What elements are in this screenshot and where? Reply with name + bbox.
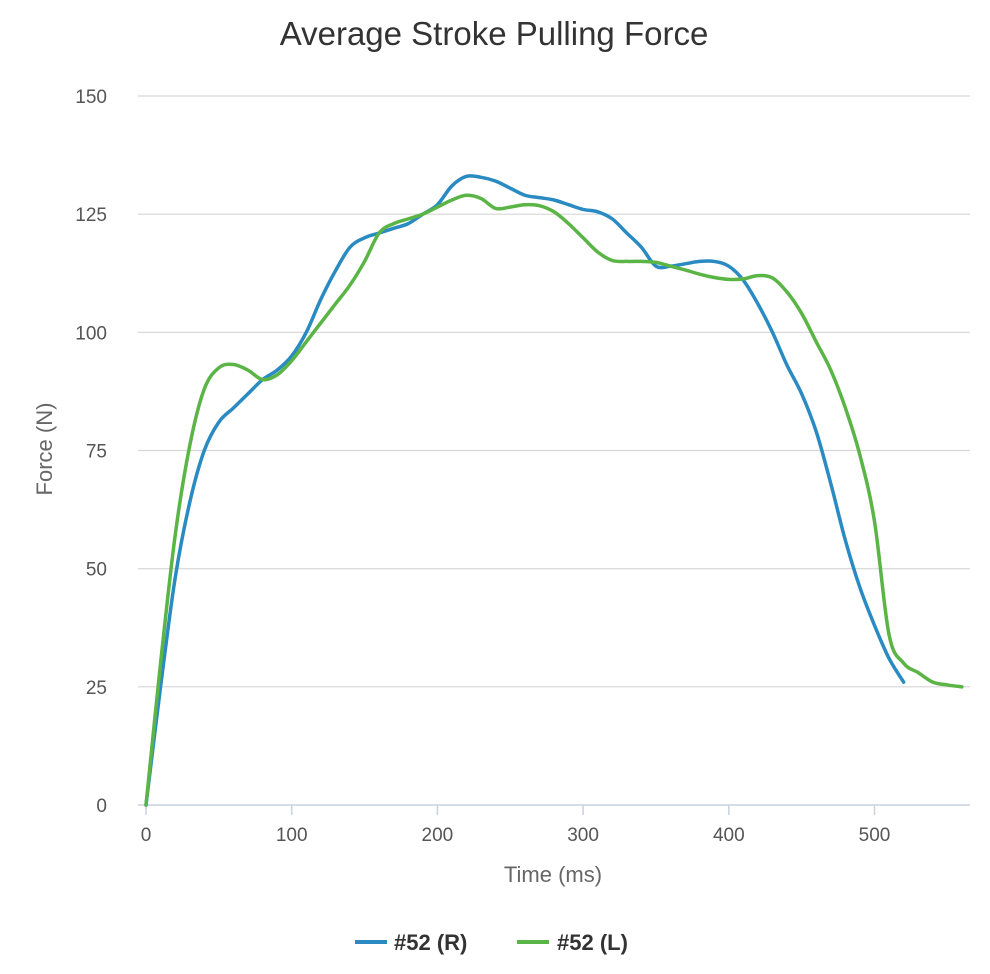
y-tick-label-25: 25 [86,678,107,699]
x-tick-label-500: 500 [859,825,891,846]
x-tick-label-400: 400 [713,825,745,846]
y-tick-label-50: 50 [86,560,107,581]
x-axis-title: Time (ms) [504,862,602,887]
legend: #52 (R) #52 (L) [355,930,628,955]
legend-label-r: #52 (R) [394,930,467,955]
legend-item-l[interactable]: #52 (L) [517,930,628,955]
y-tick-label-125: 125 [75,205,107,226]
chart-title: Average Stroke Pulling Force [280,15,709,52]
x-tick-label-0: 0 [141,825,152,846]
y-tick-label-0: 0 [96,796,107,817]
x-tick-label-100: 100 [276,825,308,846]
series-line-r[interactable] [144,174,906,807]
y-axis-title: Force (N) [32,403,57,496]
y-tick-label-150: 150 [75,87,107,108]
grid-lines [138,95,970,688]
x-tick-label-200: 200 [422,825,454,846]
legend-item-r[interactable]: #52 (R) [355,930,467,955]
series-lines [144,174,964,807]
y-tick-label-75: 75 [86,442,107,463]
legend-label-l: #52 (L) [557,930,628,955]
y-axis: 0 25 50 75 100 125 150 [75,87,107,817]
y-tick-label-100: 100 [75,323,107,344]
series-line-l[interactable] [144,193,964,807]
x-axis: 0 100 200 300 400 500 [138,804,970,846]
x-tick-label-300: 300 [567,825,599,846]
